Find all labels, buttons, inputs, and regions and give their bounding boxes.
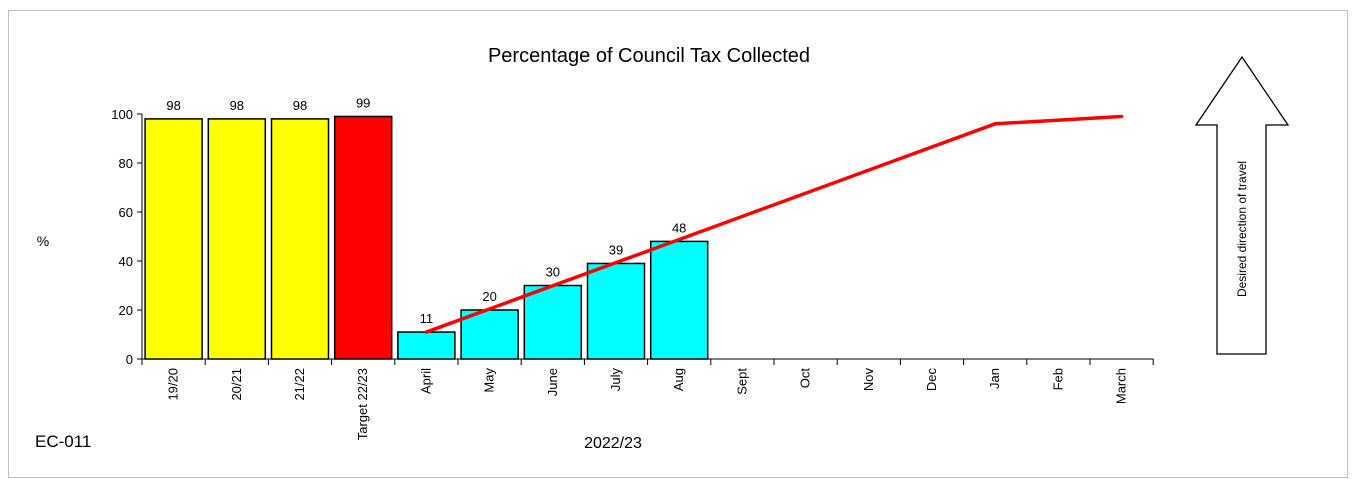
x-tick-label: Jan: [987, 368, 1002, 389]
chart-frame: Percentage of Council Tax Collected % 20…: [8, 10, 1348, 478]
arrow-label: Desired direction of travel: [1235, 161, 1249, 297]
x-tick-label: Feb: [1050, 368, 1065, 390]
bar: [523, 284, 583, 360]
bar-value-label: 11: [420, 311, 434, 326]
x-tick-label: Oct: [798, 368, 813, 389]
x-tick-label: May: [482, 368, 497, 393]
x-axis-label: 2022/23: [584, 435, 642, 452]
bar: [207, 118, 267, 360]
chart-title: Percentage of Council Tax Collected: [488, 45, 810, 67]
y-tick-labels: 0 20 40 60 80 100: [111, 107, 133, 367]
x-tick-label: Nov: [861, 368, 876, 392]
bar-value-label: 39: [609, 242, 623, 257]
x-tick-labels: 19/20 20/21 21/22 Target 22/23 April May June J…: [166, 368, 1129, 441]
bar: [397, 331, 456, 360]
trend-line-group: [424, 114, 1124, 334]
y-tick-label: 40: [119, 254, 133, 269]
x-tick-label: Sept: [734, 368, 749, 395]
bar: [270, 118, 330, 360]
y-tick-label: 80: [119, 156, 133, 171]
bar-value-label: 20: [482, 289, 496, 304]
y-tick-label: 0: [126, 352, 133, 367]
bar-labels: 98 98 98 99 11 20 30 39 48: [166, 95, 686, 326]
trend-line: [424, 114, 1124, 334]
x-tick-label: 19/20: [166, 368, 181, 401]
bar-value-label: 99: [356, 95, 370, 110]
bar-value-label: 98: [293, 98, 307, 113]
x-tick-label: 21/22: [292, 368, 307, 401]
bar-value-label: 30: [546, 265, 560, 280]
x-tick-label: June: [545, 368, 560, 396]
bar-value-label: 98: [166, 98, 180, 113]
x-tick-label: Target 22/23: [355, 368, 370, 440]
y-axis-label: %: [37, 233, 49, 249]
bar: [586, 262, 646, 360]
x-tick-label: July: [608, 368, 623, 392]
x-tick-label: March: [1114, 368, 1129, 404]
chart-svg: Percentage of Council Tax Collected % 20…: [35, 45, 1290, 452]
x-tick-label: Aug: [671, 368, 686, 391]
up-arrow-icon: [1194, 55, 1290, 355]
bars: [144, 115, 709, 360]
y-tick-label: 20: [119, 303, 133, 318]
chart-code: EC-011: [35, 432, 91, 451]
y-tick-label: 100: [111, 107, 133, 122]
y-tick-label: 60: [119, 205, 133, 220]
bar-value-label: 98: [230, 98, 244, 113]
bar: [333, 115, 393, 360]
x-tick-label: Dec: [924, 368, 939, 392]
bar: [649, 240, 709, 360]
bar: [144, 118, 203, 360]
bar: [460, 309, 519, 360]
x-tick-label: 20/21: [229, 368, 244, 401]
bar-value-label: 48: [672, 220, 686, 235]
x-tick-label: April: [418, 368, 433, 394]
direction-arrow: Desired direction of travel: [1194, 55, 1290, 355]
